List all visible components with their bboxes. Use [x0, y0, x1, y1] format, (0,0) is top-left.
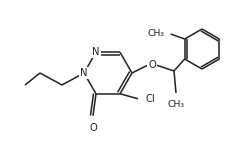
Text: CH₃: CH₃: [148, 30, 165, 38]
Text: N: N: [80, 68, 88, 78]
Text: N: N: [92, 47, 100, 57]
Text: O: O: [89, 123, 97, 133]
Text: Cl: Cl: [145, 94, 155, 104]
Text: CH₃: CH₃: [168, 100, 184, 109]
Text: O: O: [148, 60, 156, 70]
